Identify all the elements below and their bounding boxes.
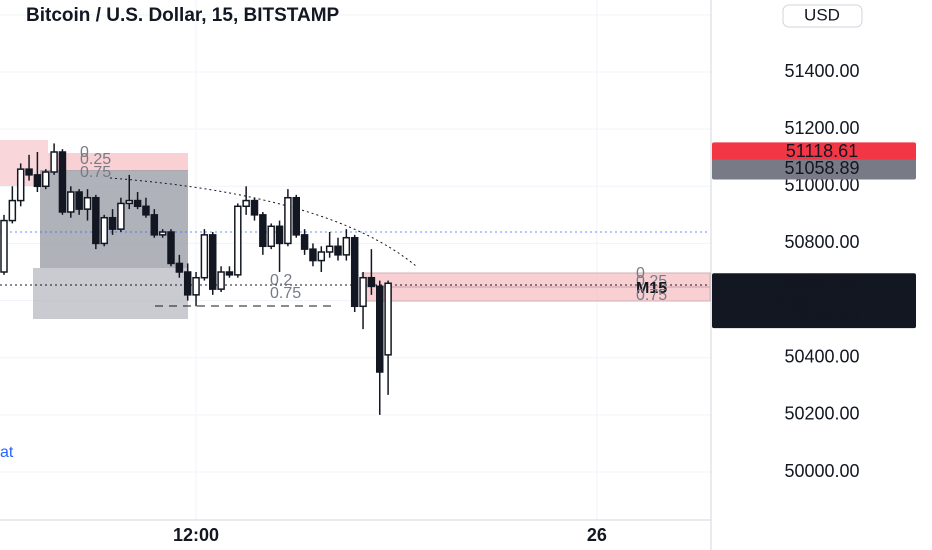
candle-body bbox=[67, 191, 75, 213]
y-tick-label: 50800.00 bbox=[784, 232, 859, 252]
y-tick-label: 50000.00 bbox=[784, 461, 859, 481]
x-axis: 12:00 26 bbox=[173, 525, 607, 545]
y-tick-label: 51000.00 bbox=[784, 175, 859, 195]
candle-body bbox=[334, 245, 342, 256]
candle-body bbox=[42, 171, 50, 188]
candle-body bbox=[100, 216, 108, 245]
candle-body bbox=[175, 262, 184, 273]
candle-body bbox=[250, 199, 259, 216]
candle-body bbox=[376, 285, 384, 373]
annotation: 0.2 bbox=[270, 272, 292, 289]
price-badge bbox=[712, 159, 916, 180]
price-badge-label: 50538.48 bbox=[784, 307, 859, 327]
candle-body bbox=[367, 276, 376, 288]
candle-body bbox=[8, 199, 17, 222]
candle-body bbox=[234, 205, 242, 276]
candles bbox=[0, 143, 392, 415]
price-badge bbox=[712, 273, 916, 314]
candle-body bbox=[192, 276, 200, 296]
candle-body bbox=[217, 271, 225, 290]
zone bbox=[48, 153, 188, 171]
candle-body bbox=[0, 219, 8, 273]
price-badge bbox=[712, 142, 916, 163]
candle-body bbox=[50, 151, 58, 173]
price-badge-label: 50660.58 bbox=[784, 272, 859, 292]
candle-body bbox=[133, 199, 142, 208]
candle-body bbox=[259, 214, 267, 248]
annotation: 0.75 bbox=[80, 164, 111, 181]
candle-body bbox=[292, 196, 300, 236]
candle-body bbox=[58, 151, 67, 213]
countdown: 04:48 bbox=[762, 291, 807, 311]
candle-body bbox=[275, 225, 284, 245]
candle-body bbox=[167, 231, 175, 265]
annotation: at bbox=[0, 444, 14, 461]
x-tick-label: 12:00 bbox=[173, 525, 219, 545]
annotation: M15 bbox=[636, 280, 667, 297]
dotted-curve bbox=[109, 177, 417, 267]
grid bbox=[0, 0, 711, 520]
annotation: 0.25 bbox=[80, 151, 111, 168]
price-badge-label: 51058.89 bbox=[784, 158, 859, 178]
candle-body bbox=[384, 282, 392, 356]
y-axis: 50000.0050200.0050400.0050600.0050800.00… bbox=[784, 4, 859, 481]
candle-body bbox=[267, 225, 275, 248]
candle-body bbox=[158, 231, 167, 236]
candle-body bbox=[125, 199, 133, 205]
zone bbox=[33, 268, 188, 319]
candle-body bbox=[108, 216, 117, 230]
price-badge bbox=[712, 308, 916, 329]
y-tick-label: 51400.00 bbox=[784, 61, 859, 81]
price-badge-label: 51118.61 bbox=[786, 141, 858, 161]
candle-body bbox=[25, 168, 33, 176]
candle-body bbox=[183, 271, 192, 296]
candle-body bbox=[359, 276, 367, 308]
candle-body bbox=[350, 236, 359, 308]
annotation: 0 bbox=[80, 144, 89, 161]
candle-body bbox=[33, 174, 42, 188]
candle-body bbox=[92, 196, 100, 245]
y-tick-label: 50400.00 bbox=[784, 346, 859, 366]
currency-label[interactable]: USD bbox=[804, 5, 840, 24]
candle-body bbox=[117, 202, 125, 230]
candle-body bbox=[325, 245, 334, 253]
candle-body bbox=[200, 234, 209, 279]
annotation: 0.75 bbox=[636, 287, 667, 304]
annotation: 0.75 bbox=[270, 285, 301, 302]
y-tick-label: 51200.00 bbox=[784, 118, 859, 138]
candle-body bbox=[225, 271, 234, 276]
candle-body bbox=[75, 191, 83, 210]
candle-body bbox=[209, 234, 217, 290]
candle-body bbox=[242, 199, 250, 208]
candle-body bbox=[142, 205, 150, 216]
candle-body bbox=[284, 196, 292, 245]
currency-button[interactable] bbox=[782, 4, 863, 28]
candle-body bbox=[16, 168, 25, 202]
annotation: 0 bbox=[636, 265, 645, 282]
chart-title: Bitcoin / U.S. Dollar, 15, BITSTAMP bbox=[26, 5, 340, 26]
candle-body bbox=[309, 248, 317, 262]
x-tick-label: 26 bbox=[587, 525, 607, 545]
y-tick-label: 50200.00 bbox=[784, 404, 859, 424]
candle-body bbox=[342, 236, 351, 256]
annotation: 0.25 bbox=[636, 273, 667, 290]
candle-body bbox=[83, 196, 92, 210]
candle-body bbox=[300, 234, 309, 250]
candle-body bbox=[150, 214, 159, 236]
candle-body bbox=[317, 251, 326, 262]
